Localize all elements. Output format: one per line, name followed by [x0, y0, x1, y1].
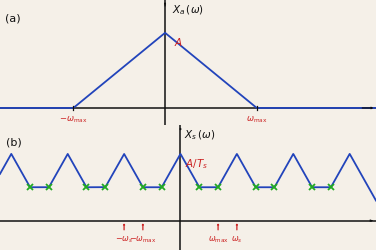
- Text: (a): (a): [5, 13, 20, 23]
- Text: $A/T_s$: $A/T_s$: [185, 157, 208, 171]
- Text: $-\omega_{\rm max}$: $-\omega_{\rm max}$: [59, 114, 88, 124]
- Text: $\omega_{\rm max}$: $\omega_{\rm max}$: [246, 114, 268, 124]
- Text: $-\omega_s$: $-\omega_s$: [115, 234, 133, 244]
- Text: $X_s\,(\omega)$: $X_s\,(\omega)$: [184, 128, 215, 141]
- Text: $\omega_s$: $\omega_s$: [231, 234, 243, 244]
- Text: $A$: $A$: [174, 36, 183, 48]
- Text: $\omega_{\rm max}$: $\omega_{\rm max}$: [208, 234, 229, 244]
- Text: (b): (b): [6, 136, 21, 146]
- Text: $X_a\,(\omega)$: $X_a\,(\omega)$: [173, 3, 204, 17]
- Text: $-\omega_{\rm max}$: $-\omega_{\rm max}$: [129, 234, 156, 244]
